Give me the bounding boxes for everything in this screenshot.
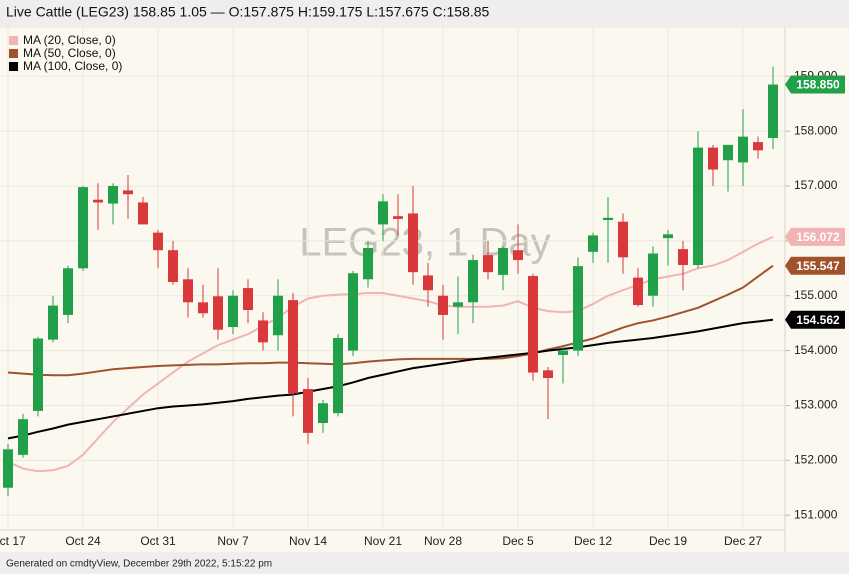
header-bar — [0, 0, 849, 28]
candle-body — [663, 234, 673, 239]
candle-body — [528, 275, 538, 373]
y-tick-label: 153.000 — [794, 398, 838, 412]
candle-body — [753, 142, 763, 151]
candle-body — [108, 186, 118, 204]
candle-body — [393, 216, 403, 219]
candle-body — [573, 266, 583, 351]
candle-body — [243, 288, 253, 310]
price-label: 154.562 — [796, 313, 840, 327]
watermark: LEG23, 1 Day — [299, 221, 550, 265]
candle-body — [738, 136, 748, 163]
footer-text: Generated on cmdtyView, December 29th 20… — [6, 559, 272, 570]
candle-body — [603, 217, 613, 221]
legend-label: MA (20, Close, 0) — [23, 33, 116, 47]
candle-body — [288, 300, 298, 394]
price-label: 158.850 — [796, 78, 840, 92]
candle-body — [468, 260, 478, 303]
price-label-box — [785, 310, 845, 329]
candle-body — [498, 248, 508, 275]
candle-body — [153, 232, 163, 251]
candle-body — [363, 248, 373, 280]
x-tick-label: Dec 12 — [574, 534, 612, 548]
candle-body — [723, 144, 733, 161]
candle-body — [183, 279, 193, 303]
candle-body — [678, 249, 688, 266]
candle-body — [33, 338, 43, 411]
candle-body — [768, 84, 778, 139]
ma-line — [7, 264, 774, 377]
y-tick-label: 157.000 — [794, 178, 838, 192]
price-label-box — [785, 256, 845, 275]
candle-body — [198, 302, 208, 314]
candle-body — [258, 320, 268, 343]
candle-body — [408, 213, 418, 273]
footer-bar — [0, 552, 849, 574]
candle-body — [648, 253, 658, 296]
price-label-box — [785, 75, 845, 94]
candle-body — [513, 250, 523, 261]
y-tick-label: 154.000 — [794, 343, 838, 357]
candle-body — [93, 199, 103, 203]
candle-body — [348, 273, 358, 351]
candle-body — [318, 403, 328, 424]
x-tick-label: Nov 14 — [289, 534, 327, 548]
candle-body — [453, 302, 463, 307]
candle-body — [18, 419, 28, 455]
candle-body — [303, 389, 313, 433]
x-tick-label: Nov 7 — [217, 534, 249, 548]
y-tick-label: 158.000 — [794, 123, 838, 137]
y-tick-label: 151.000 — [794, 507, 838, 521]
x-tick-label: Nov 21 — [364, 534, 402, 548]
candle-body — [123, 190, 133, 195]
x-tick-label: Dec 27 — [724, 534, 762, 548]
candle-body — [333, 337, 343, 414]
legend-swatch — [9, 62, 18, 71]
legend-label: MA (100, Close, 0) — [23, 59, 122, 73]
candle-body — [3, 449, 13, 488]
candle-body — [633, 277, 643, 306]
candle-body — [438, 295, 448, 315]
ma-line — [7, 318, 774, 440]
ma-line — [7, 236, 774, 473]
x-tick-label: Oct 24 — [65, 534, 101, 548]
x-tick-label: Oct 31 — [140, 534, 176, 548]
candle-body — [378, 201, 388, 225]
legend-swatch — [9, 36, 18, 45]
candle-body — [168, 250, 178, 283]
y-tick-label: 152.000 — [794, 452, 838, 466]
candle-body — [483, 255, 493, 273]
price-label-box — [785, 227, 845, 246]
legend-label: MA (50, Close, 0) — [23, 46, 116, 60]
candle-body — [48, 305, 58, 340]
legend-swatch — [9, 49, 18, 58]
price-label: 155.547 — [796, 259, 840, 273]
candle-body — [63, 268, 73, 315]
candle-body — [618, 221, 628, 258]
x-tick-label: Dec 19 — [649, 534, 687, 548]
x-tick-label: Nov 28 — [424, 534, 462, 548]
candle-body — [213, 296, 223, 330]
candle-body — [273, 295, 283, 336]
candle-body — [138, 202, 148, 225]
candle-body — [78, 187, 88, 269]
chart-title: Live Cattle (LEG23) 158.85 1.05 — O:157.… — [6, 4, 490, 20]
x-tick-label: Dec 5 — [502, 534, 534, 548]
candle-body — [228, 295, 238, 328]
candle-body — [423, 275, 433, 291]
candle-body — [693, 147, 703, 266]
candle-body — [588, 235, 598, 252]
candle-body — [558, 350, 568, 355]
y-tick-label: 155.000 — [794, 288, 838, 302]
candle-body — [543, 370, 553, 379]
candle-body — [708, 147, 718, 170]
price-label: 156.072 — [796, 230, 840, 244]
x-tick-label: Oct 17 — [0, 534, 26, 548]
